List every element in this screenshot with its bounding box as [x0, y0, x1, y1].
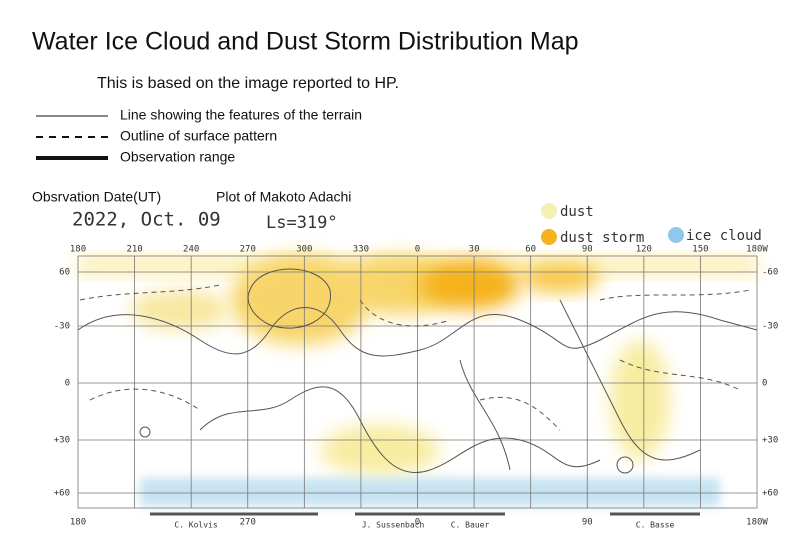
- top-label: 150: [692, 245, 708, 255]
- dust-region: [520, 263, 600, 293]
- dust-region: [320, 425, 440, 475]
- crater: [139, 426, 151, 438]
- legend-label: Line showing the features of the terrain: [120, 107, 362, 123]
- terrain-line: [247, 268, 331, 329]
- subtitle: This is based on the image reported to H…: [97, 75, 399, 92]
- terrain-line: [199, 386, 601, 474]
- left-label: +60: [54, 489, 70, 499]
- grid: [77, 255, 758, 509]
- bottom-label: 0: [415, 518, 420, 528]
- bottom-label: 180W: [746, 518, 768, 528]
- top-label: 180W: [746, 245, 768, 255]
- plot-label: Plot of Makoto Adachi: [216, 189, 351, 205]
- ice-cloud-region: [140, 478, 720, 506]
- date: 2022, Oct. 09: [72, 209, 221, 231]
- dust-region: [610, 340, 670, 460]
- top-label: 60: [525, 245, 536, 255]
- dust-storm-region: [420, 260, 520, 310]
- left-label: 60: [59, 268, 70, 278]
- right-label: -30: [762, 322, 778, 332]
- crater: [616, 456, 634, 474]
- dust-swatch: [541, 203, 557, 219]
- left-label: +30: [54, 436, 70, 446]
- observer-label: J. Sussenbach: [362, 521, 425, 530]
- observer-label: C. Kolvis: [174, 521, 218, 530]
- dust-storm-swatch: [541, 229, 557, 245]
- terrain: [77, 268, 758, 474]
- top-label: 180: [70, 245, 86, 255]
- top-label: 240: [183, 245, 199, 255]
- ice-cloud-swatch: [668, 227, 684, 243]
- right-label: +30: [762, 436, 778, 446]
- right-label: -60: [762, 268, 778, 278]
- legend-label: Observation range: [120, 149, 235, 165]
- terrain-line: [459, 299, 701, 471]
- color-key-label: ice cloud: [686, 228, 762, 244]
- observer-label: C. Basse: [636, 521, 675, 530]
- top-label: 0: [415, 245, 420, 255]
- top-label: 300: [296, 245, 312, 255]
- legend-label: Outline of surface pattern: [120, 128, 277, 144]
- color-key-label: dust: [560, 204, 594, 220]
- top-label: 30: [469, 245, 480, 255]
- top-label: 270: [240, 245, 256, 255]
- top-label: 120: [636, 245, 652, 255]
- title: Water Ice Cloud and Dust Storm Distribut…: [32, 28, 579, 56]
- right-label: 0: [762, 379, 767, 389]
- observer-label: C. Bauer: [451, 521, 490, 530]
- surface-outline: [89, 359, 741, 431]
- ls: Ls=319°: [266, 213, 338, 233]
- dust-region: [130, 290, 230, 330]
- bottom-label: 270: [240, 518, 256, 528]
- terrain-line: [77, 307, 758, 357]
- bottom-label: 180: [70, 518, 86, 528]
- left-label: -30: [54, 322, 70, 332]
- map-labels: 180 210 240 270 300 330 0 30 60 90 120 150 180W 60 -30…: [54, 245, 779, 530]
- right-label: +60: [762, 489, 778, 499]
- bottom-label: 90: [582, 518, 593, 528]
- top-label: 330: [353, 245, 369, 255]
- top-label: 90: [582, 245, 593, 255]
- color-key-label: dust storm: [560, 230, 644, 246]
- date-label: Obsrvation Date(UT): [32, 189, 161, 205]
- left-label: 0: [65, 379, 70, 389]
- surface-outline: [79, 284, 751, 327]
- top-label: 210: [126, 245, 142, 255]
- clouds: [78, 255, 758, 506]
